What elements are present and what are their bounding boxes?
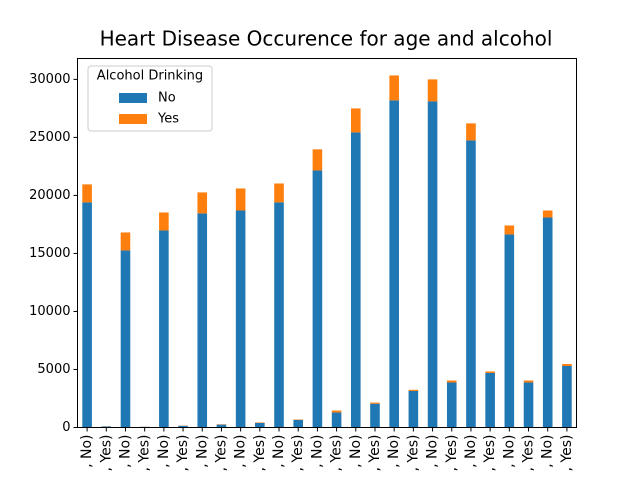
y-tick-label: 10000 [29,304,70,319]
bar-segment [427,79,438,102]
bar-segment [274,202,284,428]
y-tick-label: 5000 [37,362,70,377]
bar-segment [216,424,227,428]
legend-label: No [158,91,176,106]
bar-segment [331,412,342,428]
y-tick-label: 20000 [29,188,70,203]
bar-segment [466,140,476,428]
bar-segment [446,380,457,383]
bar-segment [197,213,208,428]
x-tick-label: , No) [463,435,479,468]
bar-segment [370,402,380,404]
bar-segment [485,372,495,428]
x-tick-label: , No) [271,435,287,468]
x-tick-label: , Yes) [290,435,306,472]
chart-title: Heart Disease Occurence for age and alco… [100,27,553,51]
x-tick-label: , No) [117,435,133,468]
bar-segment [331,410,342,413]
x-tick-label: , Yes) [175,435,191,472]
legend-swatch [119,114,147,124]
x-tick-label: , Yes) [444,435,460,472]
bar-segment [255,422,265,428]
legend-items: No Yes [119,91,179,127]
bar-segment [542,217,553,428]
bar-segment [466,123,476,141]
bar-segment [370,403,380,428]
legend-label: Yes [157,112,179,127]
y-tick-label: 0 [62,420,70,435]
bar-segment [446,382,457,428]
legend: Alcohol Drinking No Yes [87,65,213,132]
bar-segment [408,390,419,428]
x-tick-label: , No) [540,435,556,468]
plot-area [82,75,572,428]
bar-segment [504,225,515,235]
x-tick-label: , No) [425,435,441,468]
x-tick-label: , No) [79,435,95,468]
x-tick-label: , No) [194,435,210,468]
bar-segment [504,234,515,428]
x-tick-label: , No) [309,435,325,468]
y-tick-label: 30000 [29,72,70,87]
bar-segment [350,108,361,133]
bar-segment [293,419,304,428]
x-tick-label: , Yes) [98,435,114,472]
y-tick-label: 25000 [29,130,70,145]
bar-segment [159,230,169,428]
bar-segment [562,366,572,428]
x-tick-label: , Yes) [137,435,153,472]
x-tick-label: , No) [233,435,249,468]
bar-segment [408,389,419,391]
axes-frame [77,58,577,428]
bar-segment [312,149,323,171]
bar-segment [523,382,534,428]
x-tick-label: , No) [156,435,172,468]
x-tick-label: , Yes) [521,435,537,472]
bar-segment [178,425,188,428]
x-tick-label: , No) [348,435,364,468]
bar-segment [485,371,495,373]
bar-segment [389,100,399,428]
bar-segment [120,250,131,428]
bar-segment [82,202,92,428]
x-tick-label: , No) [386,435,402,468]
bar-segment [523,380,534,383]
bar-segment [389,75,399,101]
bar-segment [120,232,131,251]
bar-segment [235,210,246,428]
x-tick-label: , Yes) [482,435,498,472]
y-tick-label: 15000 [29,246,70,261]
x-tick-label: , Yes) [367,435,383,472]
legend-title: Alcohol Drinking [97,69,203,84]
bar-segment [312,170,323,428]
x-tick-label: , No) [501,435,517,468]
bar-segment [350,132,361,428]
bar-segment [562,364,572,366]
bar-segment [274,183,284,203]
bar-segment [235,188,246,211]
bar-segment [427,101,438,428]
x-tick-label: , Yes) [559,435,575,472]
x-tick-label: , Yes) [405,435,421,472]
bar-segment [101,426,112,428]
bar-segment [82,184,92,203]
x-tick-label: , Yes) [213,435,229,472]
bar-segment [197,192,208,214]
x-tick-label: , Yes) [252,435,268,472]
bar-segment [159,212,169,231]
legend-swatch [119,93,147,103]
bar-segment [542,210,553,218]
x-tick-label: , Yes) [329,435,345,472]
